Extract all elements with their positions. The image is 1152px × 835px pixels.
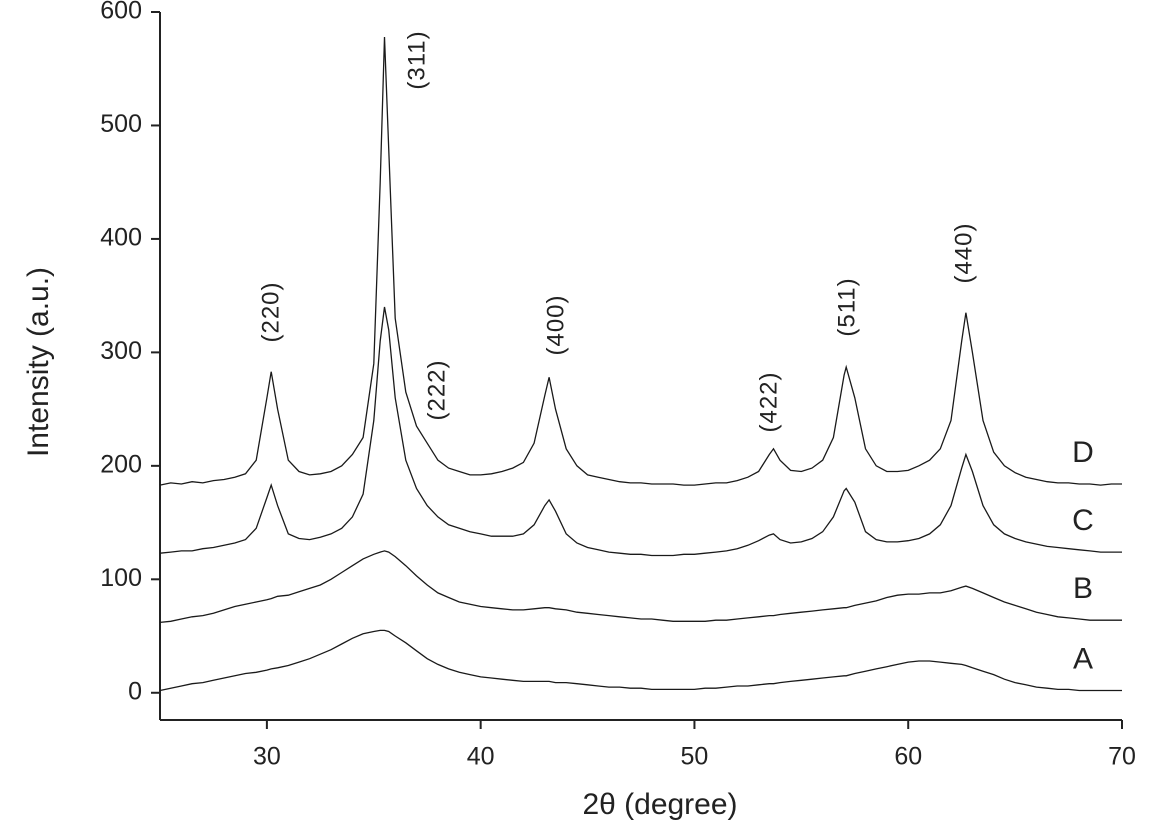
y-axis-label: Intensity (a.u.) (22, 267, 55, 457)
x-tick-label: 40 (467, 743, 495, 771)
y-tick-label: 600 (100, 0, 142, 25)
y-tick-label: 0 (128, 677, 142, 705)
series-label: C (1072, 504, 1094, 537)
y-tick-label: 500 (100, 110, 142, 138)
y-tick-label: 300 (100, 337, 142, 365)
y-tick-label: 200 (100, 450, 142, 478)
peak-annotation: (222) (423, 359, 450, 420)
peak-annotation: (440) (950, 222, 977, 283)
peak-annotation: (311) (403, 30, 430, 89)
y-tick-label: 100 (100, 564, 142, 592)
peak-annotation: (511) (833, 277, 860, 336)
x-tick-label: 60 (894, 743, 922, 771)
series-label: A (1073, 642, 1093, 675)
series-line (159, 36, 1122, 486)
series-line (159, 629, 1122, 692)
x-tick-label: 70 (1108, 743, 1136, 771)
y-tick-label: 400 (100, 224, 142, 252)
series-line (159, 550, 1122, 624)
x-tick-label: 30 (253, 743, 281, 771)
series-line (159, 306, 1122, 557)
series-label: B (1073, 572, 1093, 605)
x-tick-label: 50 (681, 743, 709, 771)
x-axis-label: 2θ (degree) (582, 788, 737, 821)
series-label: D (1072, 436, 1094, 469)
peak-annotation: (422) (755, 371, 782, 432)
peak-annotation: (220) (257, 281, 284, 342)
peak-annotation: (400) (542, 294, 569, 355)
